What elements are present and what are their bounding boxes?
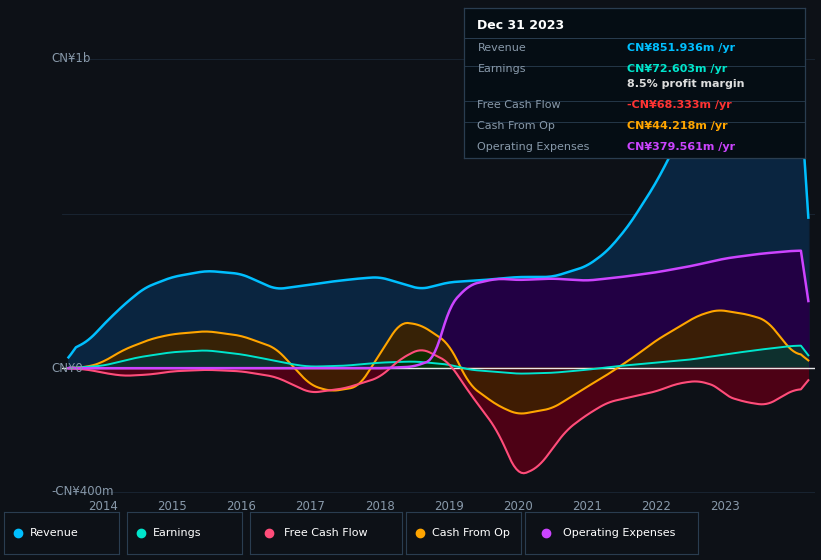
Text: CN¥44.218m /yr: CN¥44.218m /yr xyxy=(627,121,728,131)
Text: Operating Expenses: Operating Expenses xyxy=(563,529,676,538)
Text: CN¥1b: CN¥1b xyxy=(51,53,90,66)
Text: 2021: 2021 xyxy=(572,500,602,512)
Text: Cash From Op: Cash From Op xyxy=(478,121,555,131)
Text: -CN¥68.333m /yr: -CN¥68.333m /yr xyxy=(627,100,732,110)
Text: Revenue: Revenue xyxy=(478,43,526,53)
Text: 2014: 2014 xyxy=(88,500,118,512)
Text: CN¥0: CN¥0 xyxy=(51,362,83,375)
Text: Revenue: Revenue xyxy=(30,529,78,538)
Text: CN¥379.561m /yr: CN¥379.561m /yr xyxy=(627,142,736,152)
Text: CN¥851.936m /yr: CN¥851.936m /yr xyxy=(627,43,736,53)
Text: 2022: 2022 xyxy=(641,500,671,512)
Text: 2020: 2020 xyxy=(503,500,533,512)
Text: 2016: 2016 xyxy=(227,500,256,512)
Text: -CN¥400m: -CN¥400m xyxy=(51,486,113,498)
Text: 2023: 2023 xyxy=(710,500,741,512)
Text: Earnings: Earnings xyxy=(478,64,526,74)
Text: Dec 31 2023: Dec 31 2023 xyxy=(478,19,565,32)
Text: 8.5% profit margin: 8.5% profit margin xyxy=(627,79,745,89)
Text: 2015: 2015 xyxy=(158,500,187,512)
Text: 2017: 2017 xyxy=(296,500,325,512)
Text: Free Cash Flow: Free Cash Flow xyxy=(284,529,368,538)
Text: Cash From Op: Cash From Op xyxy=(432,529,510,538)
Text: 2019: 2019 xyxy=(433,500,464,512)
Text: Operating Expenses: Operating Expenses xyxy=(478,142,589,152)
Text: 2018: 2018 xyxy=(365,500,395,512)
Text: Earnings: Earnings xyxy=(153,529,201,538)
Text: CN¥72.603m /yr: CN¥72.603m /yr xyxy=(627,64,727,74)
Text: Free Cash Flow: Free Cash Flow xyxy=(478,100,561,110)
